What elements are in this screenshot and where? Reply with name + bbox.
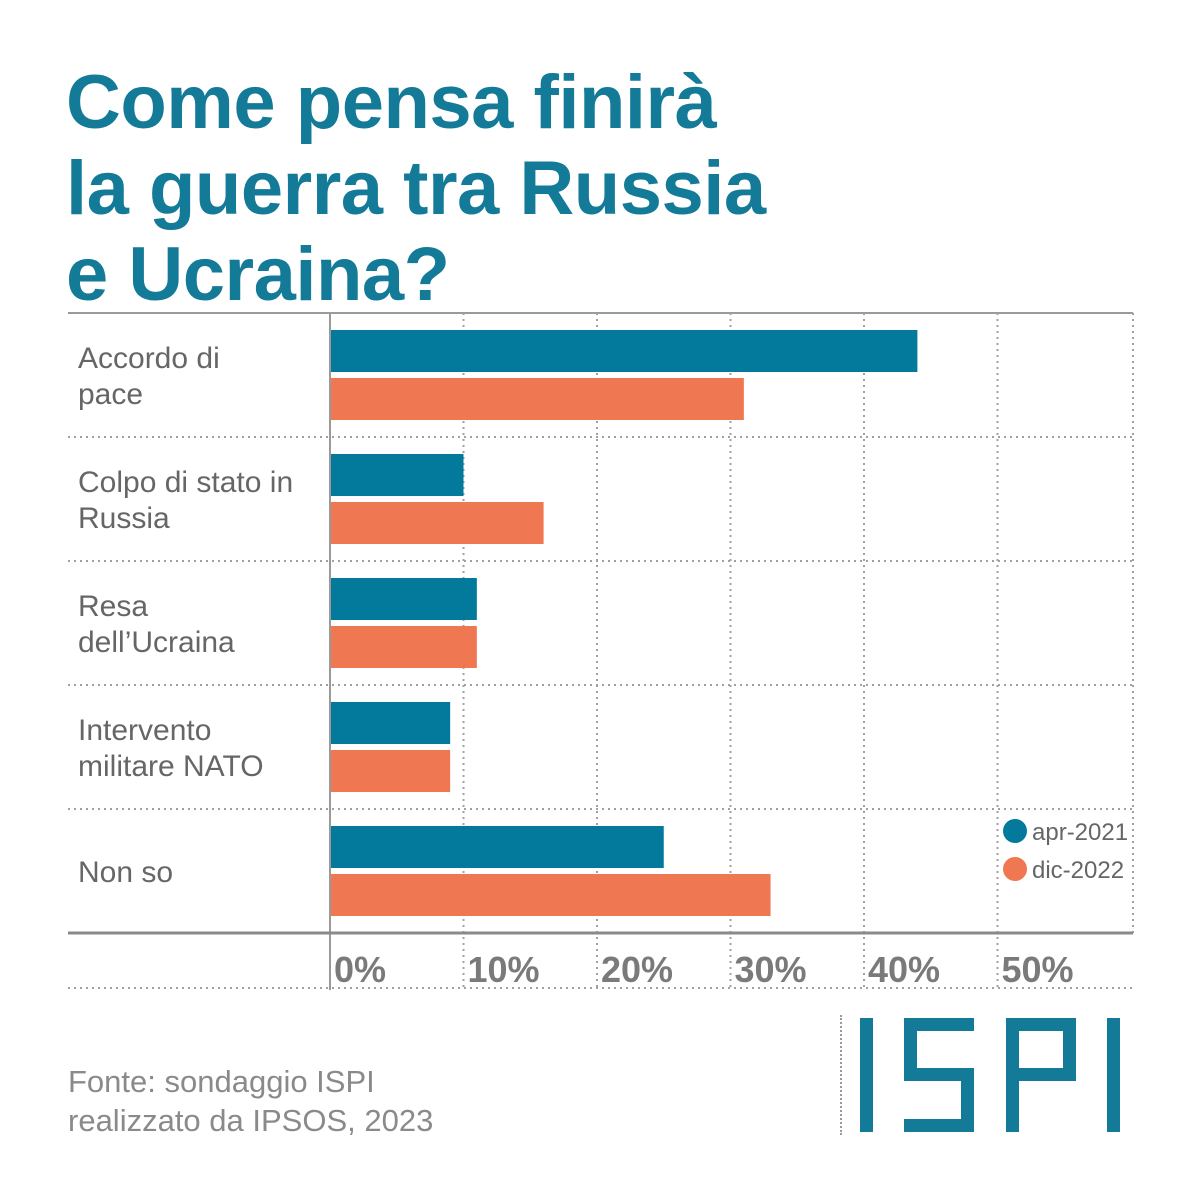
category-label: Resa dell’Ucraina xyxy=(78,590,235,659)
category-label: Non so xyxy=(78,856,173,889)
bar-apr-2021 xyxy=(331,454,464,496)
bar-dic-2022 xyxy=(331,502,544,544)
title-line-1: Come pensa finirà xyxy=(66,60,717,145)
x-tick-label: 50% xyxy=(1002,949,1074,990)
category-label-line: Intervento xyxy=(78,714,211,747)
source-line-2: realizzato da IPSOS, 2023 xyxy=(68,1103,434,1138)
bar-dic-2022 xyxy=(331,626,477,668)
category-label-line: Resa xyxy=(78,590,148,623)
x-tick-label: 0% xyxy=(334,949,386,990)
bar-dic-2022 xyxy=(331,378,744,420)
title-line-3: e Ucraina? xyxy=(66,232,450,317)
bar-apr-2021 xyxy=(331,702,451,744)
category-label: Colpo di stato in Russia xyxy=(78,466,293,535)
legend-marker xyxy=(1003,857,1027,881)
bar-chart: Accordo di pace Colpo di stato in Russia Res… xyxy=(68,312,1134,990)
x-tick-label: 10% xyxy=(468,949,540,990)
category-label: Accordo di pace xyxy=(78,342,220,411)
category-label-line: Accordo di xyxy=(78,342,220,375)
chart-title: Come pensa finirà la guerra tra Russia e… xyxy=(66,60,1126,318)
bar-dic-2022 xyxy=(331,750,451,792)
legend-marker xyxy=(1003,819,1027,843)
bar-apr-2021 xyxy=(331,578,477,620)
legend-label: apr-2021 xyxy=(1032,819,1128,846)
source-note: Fonte: sondaggio ISPI realizzato da IPSO… xyxy=(68,1062,433,1140)
category-label-line: Russia xyxy=(78,502,170,535)
category-label: Intervento militare NATO xyxy=(78,714,264,783)
bar-apr-2021 xyxy=(331,826,664,868)
x-tick-label: 40% xyxy=(868,949,940,990)
category-label-line: militare NATO xyxy=(78,750,264,783)
source-line-1: Fonte: sondaggio ISPI xyxy=(68,1064,375,1099)
bar-apr-2021 xyxy=(331,330,918,372)
title-line-2: la guerra tra Russia xyxy=(66,146,766,231)
footer-divider xyxy=(840,1015,842,1135)
category-label-line: Non so xyxy=(78,856,173,889)
x-tick-label: 20% xyxy=(601,949,673,990)
x-tick-label: 30% xyxy=(735,949,807,990)
legend-label: dic-2022 xyxy=(1032,857,1124,884)
category-label-line: dell’Ucraina xyxy=(78,626,235,659)
category-label-line: pace xyxy=(78,378,143,411)
ispi-logo xyxy=(860,1018,1120,1132)
category-label-line: Colpo di stato in xyxy=(78,466,293,499)
bar-dic-2022 xyxy=(331,874,771,916)
